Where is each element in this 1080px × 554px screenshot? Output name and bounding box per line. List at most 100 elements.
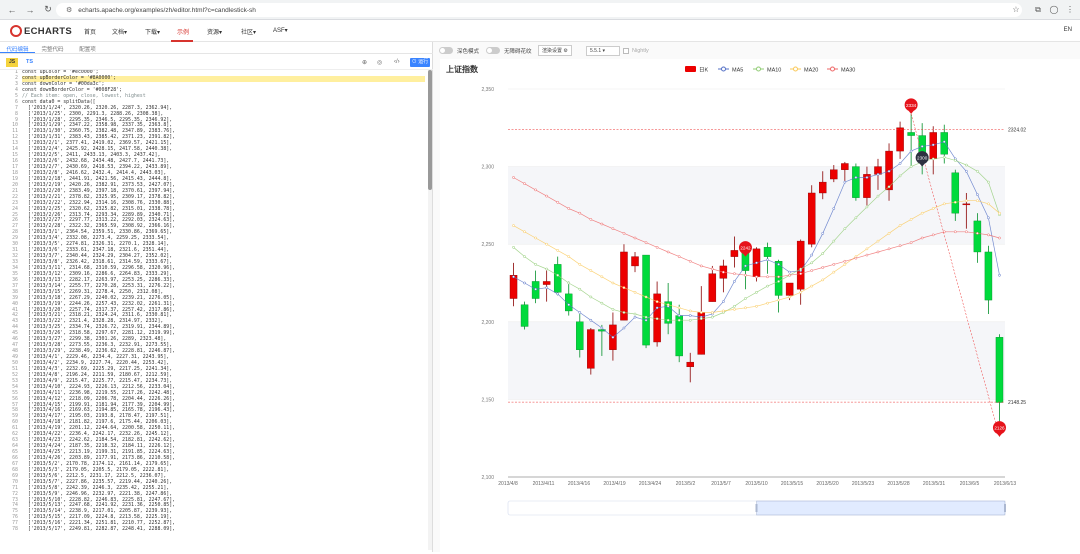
code-line[interactable]: ['2013/2/28', 2322.32, 2365.59, 2308.92,… <box>22 223 176 230</box>
code-line[interactable]: ['2013/3/1', 2364.54, 2359.51, 2330.86, … <box>22 229 173 236</box>
code-line[interactable]: ['2013/1/28', 2295.35, 2346.5, 2295.35, … <box>22 116 173 123</box>
code-line[interactable]: ['2013/2/18', 2441.91, 2421.56, 2415.43,… <box>22 175 173 182</box>
code-line[interactable]: const data0 = splitData([ <box>22 98 96 105</box>
dark-mode-toggle[interactable] <box>439 47 453 54</box>
code-line[interactable]: ['2013/4/11', 2236.98, 2219.55, 2217.26,… <box>22 389 176 396</box>
nav-asf[interactable]: ASF▾ <box>273 28 288 34</box>
code-line[interactable]: ['2013/5/9', 2246.96, 2232.97, 2221.38, … <box>22 490 173 497</box>
code-area[interactable]: 1 2 3 4 5 6 7 8 9 10 11 12 13 14 15 16 17 18 19 20 21 22 23 24 2… <box>0 70 433 552</box>
code-line[interactable]: ['2013/2/1', 2377.41, 2419.02, 2369.57, … <box>22 140 173 147</box>
extensions-icon[interactable]: ⧉ <box>1035 5 1041 14</box>
nightly-checkbox[interactable] <box>623 47 629 54</box>
decal-control[interactable]: 无障碍花纹 <box>486 46 532 55</box>
code-line[interactable]: ['2013/3/7', 2340.44, 2324.29, 2304.27, … <box>22 253 173 260</box>
code-line[interactable]: ['2013/3/5', 2274.81, 2326.31, 2270.1, 2… <box>22 241 170 248</box>
code-line[interactable]: const upColor = '#ec0000'; <box>22 70 99 75</box>
js-toggle[interactable]: JS <box>6 58 18 67</box>
code-line[interactable]: ['2013/5/15', 2217.09, 2224.8, 2213.58, … <box>22 514 173 521</box>
code-line[interactable]: ['2013/2/27', 2297.77, 2313.22, 2292.03,… <box>22 217 176 224</box>
code-line[interactable]: ['2013/3/4', 2332.08, 2273.4, 2259.25, 2… <box>22 235 170 242</box>
tab-full-code[interactable]: 完整代码 <box>41 47 64 53</box>
code-line[interactable]: ['2013/3/25', 2334.74, 2326.72, 2319.91,… <box>22 324 176 331</box>
code-line[interactable]: ['2013/2/20', 2383.49, 2397.18, 2370.61,… <box>22 187 176 194</box>
code-line[interactable]: ['2013/4/2', 2234.9, 2227.74, 2220.44, 2… <box>22 359 170 366</box>
code-line[interactable]: ['2013/2/26', 2313.74, 2293.34, 2289.89,… <box>22 211 176 218</box>
code-line[interactable]: ['2013/3/18', 2267.29, 2240.02, 2239.21,… <box>22 294 176 301</box>
code-line[interactable]: ['2013/3/15', 2269.31, 2278.4, 2250, 231… <box>22 288 164 295</box>
code-line[interactable]: const downBorderColor = '#008F28'; <box>22 86 123 93</box>
code-line[interactable]: ['2013/1/30', 2360.75, 2382.48, 2347.89,… <box>22 128 176 135</box>
forward-icon[interactable]: → <box>25 4 35 15</box>
code-line[interactable]: ['2013/3/20', 2257.74, 2317.37, 2257.42,… <box>22 306 176 313</box>
code-line[interactable]: ['2013/5/16', 2221.34, 2251.81, 2210.77,… <box>22 520 176 527</box>
code-line[interactable]: ['2013/2/7', 2430.69, 2418.53, 2394.22, … <box>22 164 173 170</box>
code-line[interactable]: ['2013/3/8', 2326.42, 2318.61, 2314.59, … <box>22 259 173 265</box>
code-line[interactable]: ['2013/4/12', 2218.09, 2206.78, 2204.44,… <box>22 395 176 402</box>
nav-community[interactable]: 社区▾ <box>241 30 257 36</box>
code-line[interactable]: ['2013/2/19', 2420.26, 2382.91, 2373.53,… <box>22 181 176 188</box>
version-control[interactable]: 5.5.1 ▾ <box>586 45 624 56</box>
candlestick-chart[interactable]: 上证指数 日K MA5 MA10 MA20 MA30 2,100 2,150 2,200 2,25… <box>440 59 1080 552</box>
code-line[interactable]: ['2013/3/28', 2273.55, 2236.3, 2232.91, … <box>22 342 173 349</box>
code-line[interactable]: ['2013/5/3', 2179.05, 2205.5, 2179.05, 2… <box>22 466 170 473</box>
code-line[interactable]: const upBorderColor = '#8A0000'; <box>22 75 425 82</box>
code-line[interactable]: ['2013/3/14', 2255.77, 2270.28, 2253.31,… <box>22 282 176 289</box>
version-select[interactable]: 5.5.1 ▾ <box>586 45 620 56</box>
code-line[interactable]: ['2013/3/27', 2299.38, 2301.26, 2289, 23… <box>22 336 167 343</box>
nav-home[interactable]: 首页 <box>84 30 97 36</box>
code-line[interactable]: ['2013/5/2', 2170.78, 2174.12, 2161.14, … <box>22 460 173 467</box>
site-info-icon[interactable]: ⚙ <box>66 7 73 14</box>
code-line[interactable]: ['2013/5/13', 2247.68, 2241.92, 2231.36,… <box>22 502 176 509</box>
code-line[interactable]: ['2013/3/12', 2309.16, 2286.6, 2264.83, … <box>22 270 173 277</box>
code-line[interactable]: ['2013/4/3', 2232.69, 2225.29, 2217.25, … <box>22 365 173 372</box>
code-line[interactable]: ['2013/4/22', 2236.4, 2242.17, 2232.26, … <box>22 431 173 438</box>
tab-option[interactable]: 配置项 <box>79 47 96 53</box>
code-line[interactable]: ['2013/4/15', 2199.91, 2181.94, 2177.39,… <box>22 401 176 408</box>
menu-icon[interactable]: ⋮ <box>1066 5 1074 14</box>
code-line[interactable]: const downColor = '#00da3c'; <box>22 80 105 87</box>
back-icon[interactable]: ← <box>7 4 17 15</box>
settings-icon[interactable]: ◎ <box>377 60 383 66</box>
code-line[interactable]: ['2013/4/9', 2215.47, 2225.77, 2215.47, … <box>22 377 173 384</box>
code-line[interactable]: ['2013/4/16', 2169.63, 2194.85, 2165.78,… <box>22 407 176 414</box>
nav-resources[interactable]: 资源▾ <box>207 30 223 36</box>
code-line[interactable]: ['2013/4/8', 2196.24, 2211.59, 2180.67, … <box>22 371 173 378</box>
nav-examples[interactable]: 示例 <box>177 30 190 36</box>
bookmark-star-icon[interactable]: ☆ <box>1012 5 1020 14</box>
address-bar[interactable]: ⚙ echarts.apache.org/examples/zh/editor.… <box>56 3 1022 17</box>
code-line[interactable]: // Each item: open, close, lowest, highe… <box>22 92 146 99</box>
code-line[interactable]: ['2013/4/18', 2181.82, 2197.6, 2175.44, … <box>22 419 173 426</box>
ts-toggle[interactable]: TS <box>26 59 34 65</box>
code-line[interactable]: ['2013/4/1', 2229.46, 2234.4, 2227.31, 2… <box>22 354 170 360</box>
code-line[interactable]: ['2013/1/24', 2320.26, 2320.26, 2287.3, … <box>22 104 173 111</box>
code-line[interactable]: ['2013/4/10', 2224.93, 2226.13, 2212.56,… <box>22 383 176 390</box>
share-icon[interactable]: ⊕ <box>362 60 368 66</box>
code-line[interactable]: ['2013/4/17', 2195.03, 2193.8, 2178.47, … <box>22 413 173 420</box>
code-line[interactable]: ['2013/4/26', 2203.89, 2177.91, 2173.86,… <box>22 454 176 461</box>
code-line[interactable]: ['2013/1/31', 2383.43, 2385.42, 2371.23,… <box>22 134 176 141</box>
scroll-thumb[interactable] <box>428 70 432 190</box>
code-line[interactable]: ['2013/3/22', 2321.4, 2328.28, 2314.97, … <box>22 318 164 325</box>
reload-icon[interactable]: ↻ <box>44 4 52 14</box>
code-line[interactable]: ['2013/4/23', 2242.62, 2184.54, 2182.81,… <box>22 437 176 444</box>
code-line[interactable]: ['2013/5/7', 2227.86, 2235.57, 2219.44, … <box>22 478 173 485</box>
code-line[interactable]: ['2013/5/6', 2212.5, 2231.17, 2212.5, 22… <box>22 472 167 479</box>
code-line[interactable]: ['2013/5/8', 2242.39, 2246.3, 2235.42, 2… <box>22 484 170 491</box>
code-line[interactable]: ['2013/4/19', 2201.12, 2244.64, 2200.58,… <box>22 425 176 432</box>
code-lines[interactable]: const upColor = '#ec0000'; const upBorder… <box>22 70 425 533</box>
render-settings-button[interactable]: 渲染设置 ⚙ <box>538 45 572 56</box>
code-line[interactable]: ['2013/1/25', 2300, 2291.3, 2288.26, 230… <box>22 110 164 117</box>
code-line[interactable]: ['2013/3/11', 2314.68, 2310.59, 2296.58,… <box>22 264 176 271</box>
nightly-control[interactable]: Nightly <box>623 46 649 55</box>
code-line[interactable]: ['2013/5/10', 2228.82, 2246.83, 2225.81,… <box>22 496 176 503</box>
code-line[interactable]: ['2013/2/25', 2320.62, 2325.82, 2315.01,… <box>22 205 176 212</box>
nav-download[interactable]: 下载▾ <box>145 30 161 36</box>
code-line[interactable]: ['2013/2/8', 2416.62, 2432.4, 2414.4, 24… <box>22 169 167 176</box>
code-line[interactable]: ['2013/5/17', 2249.81, 2282.87, 2248.41,… <box>22 526 176 533</box>
code-line[interactable]: ['2013/1/29', 2347.22, 2358.98, 2337.35,… <box>22 122 173 129</box>
code-format-icon[interactable]: ‹/› <box>394 59 400 65</box>
code-line[interactable]: ['2013/2/5', 2411, 2433.13, 2403.3, 2437… <box>22 152 161 159</box>
render-settings[interactable]: 渲染设置 ⚙ <box>538 45 576 56</box>
tab-code-edit[interactable]: 代码编辑 <box>0 42 35 53</box>
code-line[interactable]: ['2013/2/4', 2425.92, 2428.15, 2417.58, … <box>22 146 173 153</box>
